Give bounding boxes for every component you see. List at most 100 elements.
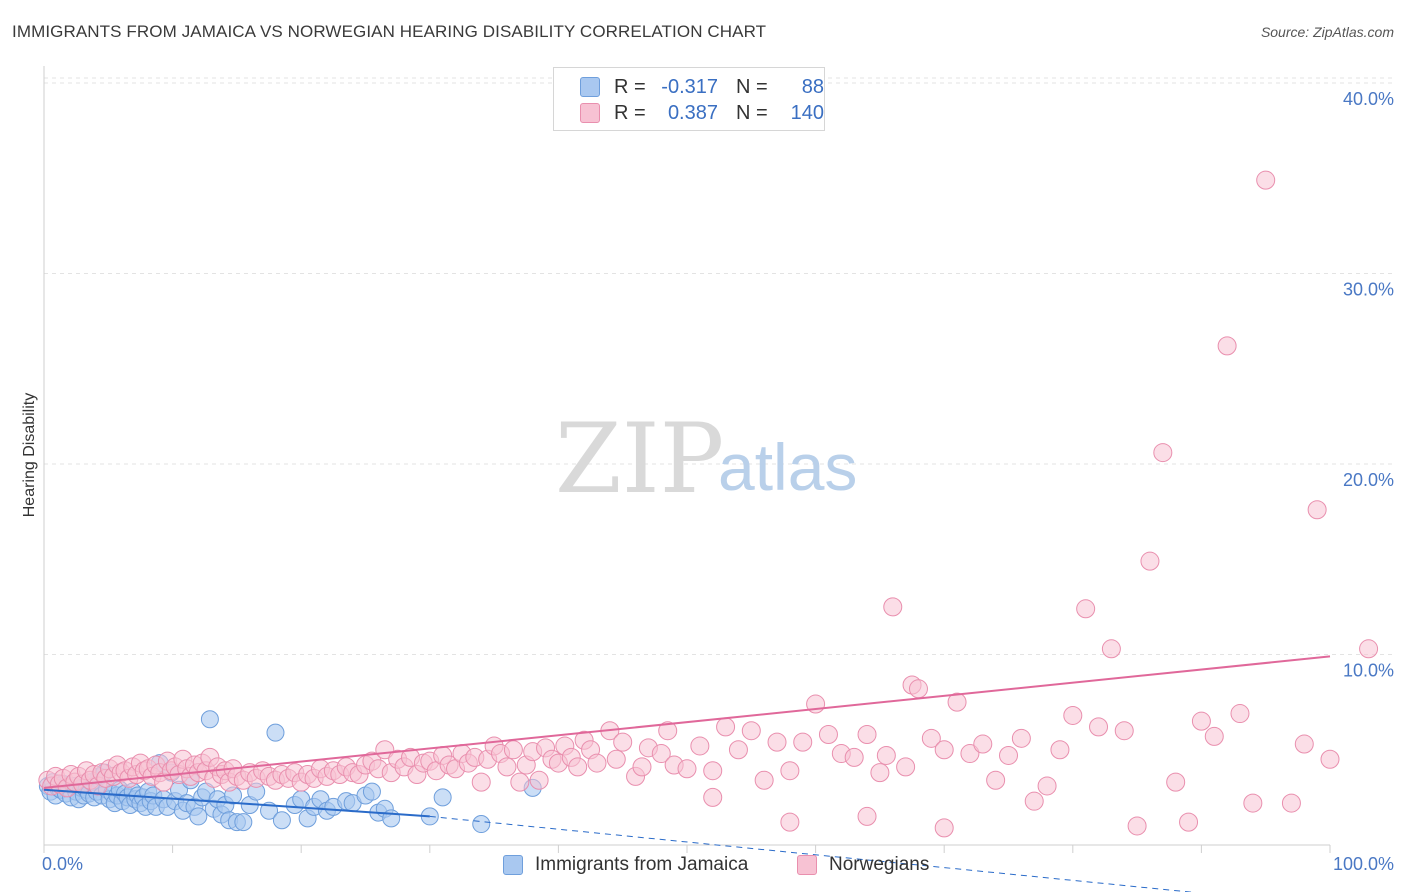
norwegians-point	[1230, 704, 1250, 724]
x-tick-label-max: 100.0%	[1333, 854, 1394, 874]
norwegians-point	[921, 728, 941, 748]
norwegians-point	[857, 725, 877, 745]
grid-layer	[44, 77, 1393, 655]
norwegians-point	[947, 692, 967, 712]
legend-n-value: 140	[790, 101, 824, 124]
norwegians-point	[876, 745, 896, 765]
norwegians-point	[1204, 726, 1224, 746]
norwegians-point	[767, 732, 787, 752]
norwegians-point	[613, 732, 633, 752]
norwegians-point	[780, 812, 800, 832]
norwegians-point	[780, 761, 800, 781]
norwegians-point	[1166, 772, 1186, 792]
norwegians-point	[754, 770, 774, 790]
jamaica-trend-line	[43, 788, 430, 818]
norwegians-point	[1089, 717, 1109, 737]
jamaica-point	[266, 723, 285, 742]
norwegians-point	[503, 740, 523, 760]
legend-row-norwegians: R = 0.387 N = 140	[580, 100, 824, 126]
bottom-legend-swatch-pink	[797, 855, 817, 875]
legend-swatch-blue	[580, 77, 600, 97]
norwegians-point	[973, 734, 993, 754]
legend-swatch-pink	[580, 103, 600, 123]
jamaica-point	[200, 710, 219, 729]
bottom-legend-jamaica[interactable]: Immigrants from Jamaica	[503, 852, 748, 878]
norwegians-point	[1063, 705, 1083, 725]
norwegians-point	[606, 749, 626, 769]
norwegians-trend-line	[43, 655, 1331, 789]
bottom-legend-norwegians[interactable]: Norwegians	[797, 852, 929, 878]
norwegians-point	[986, 770, 1006, 790]
chart-title: IMMIGRANTS FROM JAMAICA VS NORWEGIAN HEA…	[12, 22, 767, 41]
norwegians-point	[908, 679, 928, 699]
norwegians-point	[471, 772, 491, 792]
y-tick-label: 30.0%	[1343, 280, 1394, 300]
norwegians-point	[728, 740, 748, 760]
norwegians-point	[883, 597, 903, 617]
norwegians-point	[529, 770, 549, 790]
legend-row-jamaica: R = -0.317 N = 88	[580, 74, 824, 100]
norwegians-point	[632, 757, 652, 777]
y-tick-label: 20.0%	[1343, 470, 1394, 490]
legend-n-value: 88	[801, 75, 824, 98]
jamaica-trend-extension	[429, 815, 1195, 892]
stats-legend: R = -0.317 N = 88 R = 0.387 N = 140	[553, 67, 825, 131]
legend-r-value: 0.387	[667, 101, 718, 124]
jamaica-point	[189, 807, 208, 826]
norwegians-point	[703, 761, 723, 781]
norwegians-point	[934, 818, 954, 838]
legend-r-label: R =	[614, 75, 646, 98]
norwegians-point	[1191, 711, 1211, 731]
norwegians-point	[741, 721, 761, 741]
axes-layer	[43, 66, 1331, 853]
jamaica-point	[234, 813, 253, 832]
x-tick-label-min: 0.0%	[42, 854, 83, 874]
norwegians-point	[497, 757, 517, 777]
norwegians-point	[1127, 816, 1147, 836]
norwegians-point	[510, 772, 530, 792]
norwegians-point	[658, 721, 678, 741]
norwegians-point	[999, 745, 1018, 765]
y-axis-label: Hearing Disability	[21, 393, 38, 518]
norwegians-point	[677, 759, 697, 779]
y-tick-label: 10.0%	[1343, 661, 1394, 681]
norwegians-point	[1101, 639, 1121, 659]
norwegians-point	[1140, 551, 1160, 571]
legend-n-label: N =	[736, 75, 768, 98]
norwegians-point	[1281, 793, 1301, 813]
legend-r-label: R =	[614, 101, 646, 124]
norwegians-point	[1294, 734, 1314, 754]
legend-n-label: N =	[736, 101, 768, 124]
norwegians-point	[870, 763, 890, 783]
bottom-legend-swatch-blue	[503, 855, 523, 875]
norwegians-point	[1037, 776, 1057, 796]
norwegians-point	[703, 787, 723, 807]
jamaica-point	[433, 788, 452, 807]
norwegians-point	[716, 717, 736, 737]
norwegians-point	[896, 757, 916, 777]
watermark-zip: ZIP	[555, 403, 724, 515]
norwegians-point	[1011, 728, 1031, 748]
norwegians-point	[1256, 170, 1276, 190]
norwegians-point	[1114, 721, 1134, 741]
norwegians-point	[1307, 500, 1327, 520]
norwegians-point	[690, 736, 710, 756]
norwegians-point	[1243, 793, 1263, 813]
y-tick-labels: 10.0% 20.0% 30.0% 40.0%	[1343, 89, 1394, 681]
norwegians-point	[1320, 749, 1340, 769]
norwegians-point	[793, 732, 813, 752]
y-tick-label: 40.0%	[1343, 89, 1394, 109]
norwegians-point	[818, 725, 838, 745]
jamaica-point	[362, 782, 381, 801]
norwegians-point	[934, 740, 954, 760]
norwegians-point	[960, 744, 980, 764]
jamaica-point	[472, 815, 491, 834]
norwegians-point	[857, 806, 877, 826]
norwegians-point	[1153, 443, 1173, 463]
norwegians-point	[1076, 599, 1096, 619]
norwegians-point	[1024, 791, 1044, 811]
norwegians-point	[568, 757, 588, 777]
trend-layer	[43, 655, 1331, 892]
source-label: Source: ZipAtlas.com	[1260, 24, 1394, 40]
